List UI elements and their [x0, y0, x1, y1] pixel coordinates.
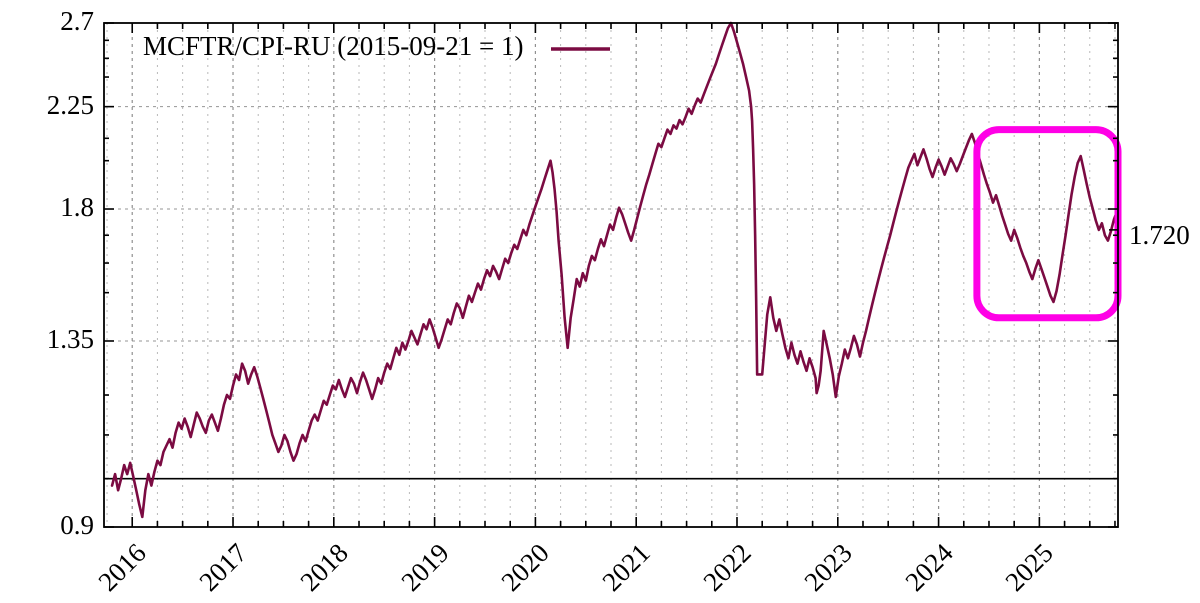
y-axis-tick-label: 1.35: [46, 323, 94, 354]
data-series-line: [110, 21, 1120, 519]
axis-ticks-layer: [104, 22, 1118, 528]
y-axis-tick-label: 2.7: [60, 6, 94, 36]
y-axis-tick-label: 1.8: [60, 192, 94, 222]
grid-layer: [104, 23, 1118, 527]
y-axis-tick-label: 2.25: [46, 89, 94, 120]
y-axis-tick-label: 0.9: [60, 510, 94, 540]
legend-label: MCFTR/CPI-RU (2015-09-21 = 1): [143, 31, 524, 61]
final-value-label: 1.720: [1129, 220, 1190, 250]
data-series-layer: [110, 21, 1120, 519]
